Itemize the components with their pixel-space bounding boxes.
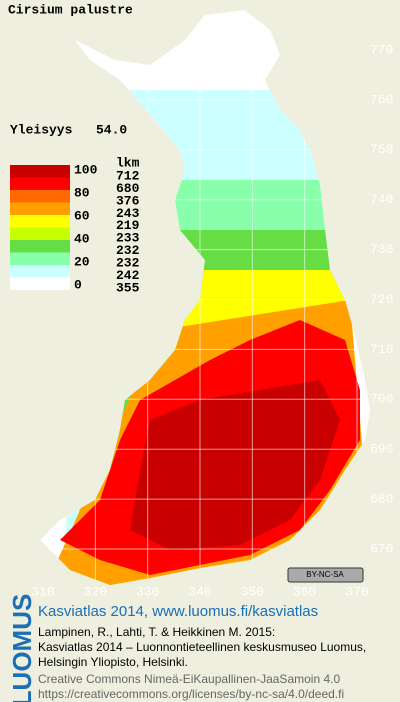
legend-swatch — [10, 215, 70, 228]
legend-scale-label: 20 — [74, 254, 90, 269]
license-line: https://creativecommons.org/licenses/by-… — [38, 687, 344, 701]
legend-swatch — [10, 265, 70, 278]
easting-label: 360 — [293, 584, 316, 599]
legend-count: 243 — [116, 206, 140, 221]
frequency-value: 54.0 — [96, 122, 127, 137]
northing-label: 770 — [370, 42, 393, 57]
legend-scale-label: 100 — [74, 162, 98, 177]
count-header: lkm — [116, 155, 140, 170]
citation-line: Lampinen, R., Lahti, T. & Heikkinen M. 2… — [38, 625, 275, 639]
map-zone — [130, 380, 340, 550]
legend-count: 712 — [116, 168, 140, 183]
legend-scale-label: 60 — [74, 208, 90, 223]
easting-label: 350 — [241, 584, 264, 599]
frequency-label: Yleisyys — [10, 122, 73, 137]
northing-label: 700 — [370, 392, 393, 407]
legend-swatch — [10, 227, 70, 240]
northing-label: 670 — [370, 541, 393, 556]
easting-label: 320 — [84, 584, 107, 599]
easting-label: 310 — [31, 584, 54, 599]
legend-swatch — [10, 190, 70, 203]
northing-label: 710 — [370, 342, 393, 357]
legend-scale-label: 40 — [74, 231, 90, 246]
legend-count: 232 — [116, 256, 140, 271]
legend-swatch — [10, 277, 70, 290]
northing-label: 720 — [370, 292, 393, 307]
license-badge — [287, 567, 364, 583]
citation-line: Helsingin Yliopisto, Helsinki. — [38, 655, 188, 669]
legend-swatch — [10, 240, 70, 253]
logo: LUOMUS — [7, 594, 37, 702]
legend-count: 242 — [116, 268, 140, 283]
legend-count: 219 — [116, 218, 140, 233]
legend-count: 232 — [116, 243, 140, 258]
license-badge-text: BY-NC-SA — [306, 570, 344, 579]
northing-label: 750 — [370, 142, 393, 157]
legend-swatch — [10, 177, 70, 190]
citation-line: Kasviatlas 2014 – Luonnontieteellinen ke… — [38, 640, 366, 654]
legend-scale-label: 80 — [74, 185, 90, 200]
legend-swatch — [10, 252, 70, 265]
northing-label: 760 — [370, 92, 393, 107]
northing-label: 680 — [370, 492, 393, 507]
legend-swatch — [10, 202, 70, 215]
legend-count: 376 — [116, 193, 140, 208]
northing-label: 690 — [370, 442, 393, 457]
easting-label: 330 — [136, 584, 159, 599]
northing-label: 730 — [370, 242, 393, 257]
footer-heading: Kasviatlas 2014, www.luomus.fi/kasviatla… — [38, 603, 318, 620]
license-line: Creative Commons Nimeä-EiKaupallinen-Jaa… — [38, 672, 340, 686]
legend-count: 680 — [116, 181, 140, 196]
easting-label: 340 — [188, 584, 211, 599]
legend-scale-label: 0 — [74, 277, 82, 292]
species-title: Cirsium palustre — [8, 2, 133, 17]
legend-count: 233 — [116, 231, 140, 246]
northing-label: 740 — [370, 192, 393, 207]
legend-swatch — [10, 165, 70, 178]
legend-count: 355 — [116, 280, 140, 295]
easting-label: 370 — [345, 584, 368, 599]
